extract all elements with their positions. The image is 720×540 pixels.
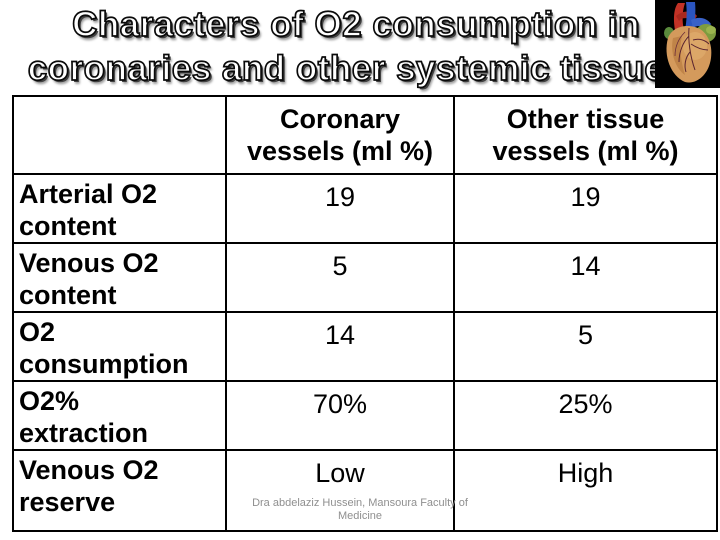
cell-value-other: 19	[453, 173, 718, 244]
table-row: O2% extraction 70% 25%	[12, 380, 718, 451]
o2-comparison-table: Coronary vessels (ml %) Other tissue ves…	[12, 95, 718, 532]
cell-value-coronary: Low	[225, 449, 455, 532]
cell-value-other: 5	[453, 311, 718, 382]
corner-cell	[12, 95, 227, 175]
row-label: Venous O2 content	[12, 242, 227, 313]
cell-value-other: 25%	[453, 380, 718, 451]
cell-value-coronary: 19	[225, 173, 455, 244]
cell-value-coronary: 70%	[225, 380, 455, 451]
column-header-coronary: Coronary vessels (ml %)	[225, 95, 455, 175]
credit-footer: Dra abdelaziz Hussein, Mansoura Faculty …	[252, 497, 468, 522]
table-row: Venous O2 content 5 14	[12, 242, 718, 313]
heart-image	[655, 0, 720, 88]
slide-title: Characters of O2 consumption in coronari…	[0, 3, 712, 91]
slide-title-line-1: Characters of O2 consumption in	[71, 4, 640, 45]
slide-title-line-2: coronaries and other systemic tissues	[27, 48, 685, 89]
column-header-other: Other tissue vessels (ml %)	[453, 95, 718, 175]
row-label: Venous O2 reserve	[12, 449, 227, 532]
cell-value-other: High	[453, 449, 718, 532]
row-label: O2% extraction	[12, 380, 227, 451]
row-label: Arterial O2 content	[12, 173, 227, 244]
cell-value-other: 14	[453, 242, 718, 313]
table-row: Arterial O2 content 19 19	[12, 173, 718, 244]
cell-value-coronary: 14	[225, 311, 455, 382]
table-row: Venous O2 reserve Low High	[12, 449, 718, 532]
table-row: O2 consumption 14 5	[12, 311, 718, 382]
cell-value-coronary: 5	[225, 242, 455, 313]
table-header-row: Coronary vessels (ml %) Other tissue ves…	[12, 95, 718, 175]
row-label: O2 consumption	[12, 311, 227, 382]
